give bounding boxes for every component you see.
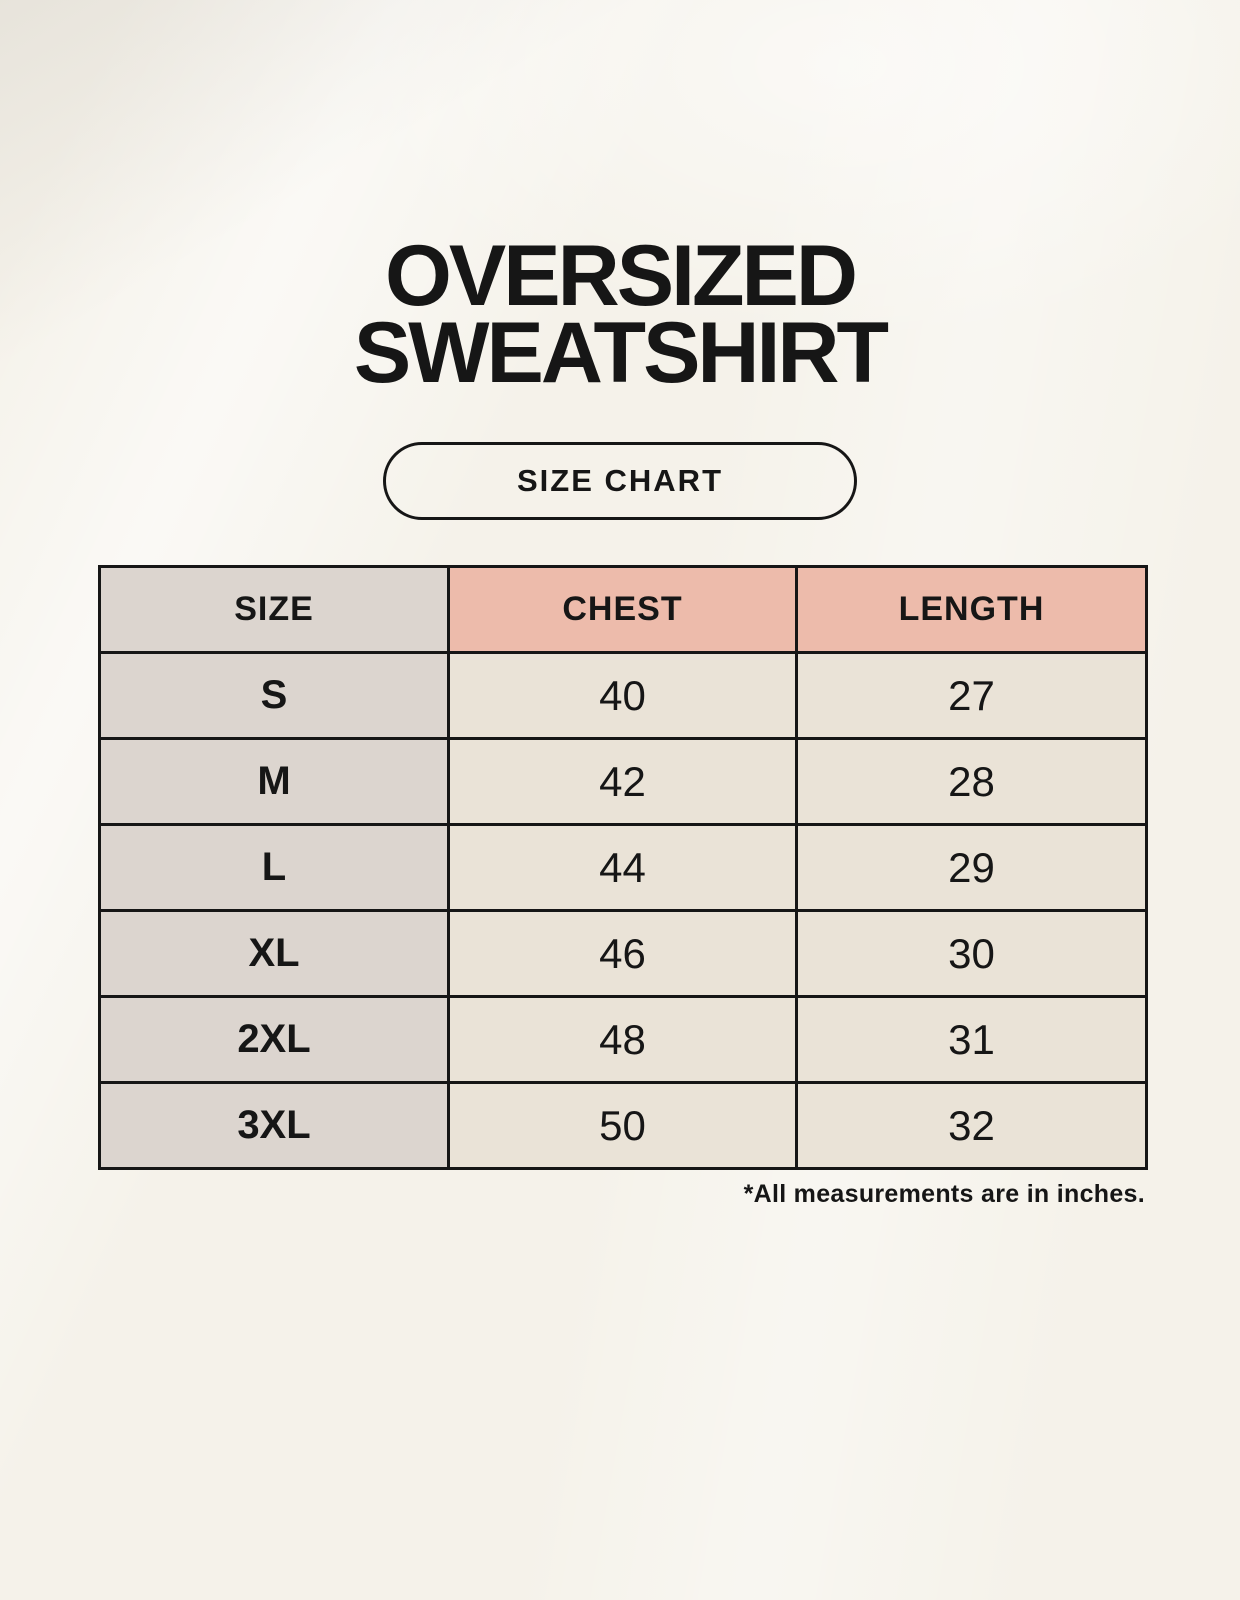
size-label: 3XL: [98, 1081, 450, 1170]
title-line-2: SWEATSHIRT: [353, 305, 889, 402]
measurements-footnote: *All measurements are in inches.: [743, 1180, 1145, 1208]
length-value: 28: [795, 737, 1148, 826]
size-label: L: [98, 823, 450, 912]
chest-value: 46: [447, 909, 798, 998]
size-chart-badge: SIZE CHART: [383, 442, 857, 520]
table-row-2xl: 2XL 48 31: [98, 995, 1148, 1084]
column-header-size: SIZE: [98, 565, 450, 654]
title-line-1: OVERSIZED: [385, 228, 858, 324]
size-label: M: [98, 737, 450, 826]
chest-value: 40: [447, 651, 798, 740]
length-value: 29: [795, 823, 1148, 912]
chest-value: 42: [447, 737, 798, 826]
size-label: S: [98, 651, 450, 740]
chest-value: 50: [447, 1081, 798, 1170]
table-row-l: L 44 29: [98, 823, 1148, 912]
size-label: 2XL: [98, 995, 450, 1084]
table-header-row: SIZE CHEST LENGTH: [98, 565, 1148, 654]
column-header-length: LENGTH: [795, 565, 1148, 654]
length-value: 30: [795, 909, 1148, 998]
table-row-m: M 42 28: [98, 737, 1148, 826]
length-value: 32: [795, 1081, 1148, 1170]
chest-value: 44: [447, 823, 798, 912]
size-chart-table: SIZE CHEST LENGTH S 40 27 M 42 28 L: [98, 565, 1148, 1170]
column-header-chest: CHEST: [447, 565, 798, 654]
table-row-xl: XL 46 30: [98, 909, 1148, 998]
size-label: XL: [98, 909, 450, 998]
size-chart-badge-label: SIZE CHART: [517, 463, 723, 498]
table-row-3xl: 3XL 50 32: [98, 1081, 1148, 1170]
length-value: 27: [795, 651, 1148, 740]
table-row-s: S 40 27: [98, 651, 1148, 740]
page-title: OVERSIZED SWEATSHIRT: [0, 228, 1240, 402]
length-value: 31: [795, 995, 1148, 1084]
chest-value: 48: [447, 995, 798, 1084]
